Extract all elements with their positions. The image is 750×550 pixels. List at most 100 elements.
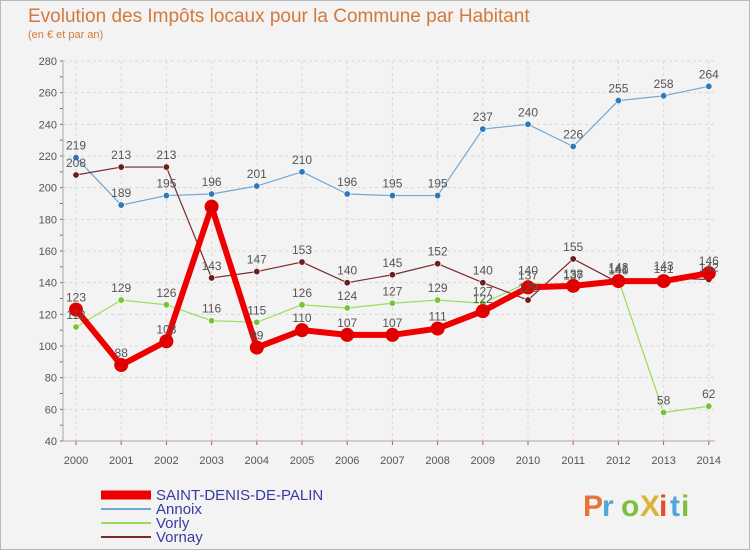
data-label-vorly-2002: 126 bbox=[156, 286, 176, 300]
y-tick-label-40: 40 bbox=[45, 436, 57, 448]
y-tick-label-280: 280 bbox=[39, 56, 57, 68]
data-label-annoix-2012: 255 bbox=[608, 82, 628, 96]
x-tick-label-2008: 2008 bbox=[425, 455, 449, 467]
data-label-annoix-2004: 201 bbox=[247, 167, 267, 181]
y-tick-label-240: 240 bbox=[39, 119, 57, 131]
data-label-saint-denis-de-palin-2000: 123 bbox=[66, 291, 86, 305]
data-label-vorly-2010: 140 bbox=[518, 264, 538, 278]
x-tick-label-2007: 2007 bbox=[380, 455, 404, 467]
data-label-annoix-2006: 196 bbox=[337, 175, 357, 189]
point-vornay-2006 bbox=[343, 279, 351, 287]
data-label-annoix-2003: 196 bbox=[202, 175, 222, 189]
x-tick-label-2001: 2001 bbox=[109, 455, 133, 467]
data-label-saint-denis-de-palin-2008: 111 bbox=[428, 310, 447, 324]
x-tick-label-2011: 2011 bbox=[561, 455, 585, 467]
data-label-saint-denis-de-palin-2007: 107 bbox=[382, 316, 402, 330]
data-label-vorly-2012: 142 bbox=[608, 261, 628, 275]
data-label-vorly-2008: 129 bbox=[428, 281, 448, 295]
point-vornay-2009 bbox=[479, 279, 487, 287]
data-label-saint-denis-de-palin-2010: 137 bbox=[518, 268, 538, 282]
data-label-vornay-2011: 155 bbox=[563, 240, 583, 254]
data-label-saint-denis-de-palin-2011: 138 bbox=[563, 267, 583, 281]
point-vornay-2005 bbox=[298, 258, 306, 266]
y-tick-label-60: 60 bbox=[45, 404, 57, 416]
y-tick-label-80: 80 bbox=[45, 373, 57, 385]
point-saint-denis-de-palin-2009 bbox=[475, 304, 490, 319]
point-saint-denis-de-palin-2008 bbox=[430, 321, 445, 336]
data-label-saint-denis-de-palin-2013: 141 bbox=[654, 262, 674, 276]
point-annoix-2014 bbox=[705, 82, 713, 90]
data-label-vornay-2002: 213 bbox=[156, 148, 176, 162]
data-label-vornay-2009: 140 bbox=[473, 264, 493, 278]
point-saint-denis-de-palin-2006 bbox=[340, 327, 355, 342]
point-saint-denis-de-palin-2012 bbox=[611, 274, 626, 289]
point-saint-denis-de-palin-2014 bbox=[701, 266, 716, 281]
x-tick-label-2012: 2012 bbox=[606, 455, 630, 467]
chart-title: Evolution des Impôts locaux pour la Comm… bbox=[28, 6, 530, 27]
data-label-saint-denis-de-palin-2012: 141 bbox=[608, 262, 628, 276]
data-label-vornay-2014: 142 bbox=[699, 261, 719, 275]
proxiti-logo: Pr o Xi t i bbox=[583, 490, 689, 523]
data-label-vorly-2000: 112 bbox=[66, 308, 85, 322]
axes-layer: 40 60 80 100 120 140 160 180 200 220 240 260 280 2000… bbox=[39, 56, 721, 467]
data-label-annoix-2007: 195 bbox=[382, 177, 402, 191]
point-annoix-2000 bbox=[72, 154, 80, 162]
point-annoix-2004 bbox=[253, 182, 261, 190]
point-annoix-2002 bbox=[162, 192, 170, 200]
data-label-saint-denis-de-palin-2004: 99 bbox=[250, 329, 264, 343]
point-saint-denis-de-palin-2001 bbox=[114, 358, 129, 372]
logo-letter: i bbox=[659, 490, 667, 523]
y-tick-label-180: 180 bbox=[39, 214, 57, 226]
logo-letter: P bbox=[583, 490, 603, 523]
point-vornay-2003 bbox=[208, 274, 216, 282]
point-saint-denis-de-palin-2000 bbox=[69, 302, 83, 317]
point-saint-denis-de-palin-2003 bbox=[204, 199, 219, 214]
x-tick-label-2010: 2010 bbox=[516, 455, 540, 467]
point-vorly-2006 bbox=[343, 304, 351, 312]
data-label-annoix-2010: 240 bbox=[518, 105, 538, 119]
point-vornay-2002 bbox=[162, 163, 170, 171]
point-vorly-2003 bbox=[208, 317, 216, 325]
data-label-vorly-2006: 124 bbox=[337, 289, 357, 303]
data-label-vorly-2011: 137 bbox=[563, 268, 583, 282]
data-label-saint-denis-de-palin-2014: 146 bbox=[699, 254, 719, 268]
data-label-vorly-2014: 62 bbox=[702, 387, 716, 401]
x-tick-label-2006: 2006 bbox=[335, 455, 359, 467]
point-vorly-2014 bbox=[705, 402, 713, 410]
point-vornay-2008 bbox=[434, 260, 442, 268]
point-vornay-2011 bbox=[569, 255, 577, 263]
data-label-vornay-2001: 213 bbox=[111, 148, 131, 162]
data-label-saint-denis-de-palin-2002: 103 bbox=[156, 322, 176, 336]
chart-subtitle: (en € et par an) bbox=[28, 29, 104, 41]
grid-layer bbox=[63, 60, 715, 442]
point-annoix-2013 bbox=[660, 92, 668, 100]
data-label-saint-denis-de-palin-2001: 88 bbox=[115, 346, 129, 360]
data-label-annoix-2001: 189 bbox=[111, 186, 131, 200]
legend-label-saint-denis-de-palin: SAINT-DENIS-DE-PALIN bbox=[156, 487, 323, 504]
data-label-annoix-2008: 195 bbox=[428, 177, 448, 191]
point-annoix-2010 bbox=[524, 120, 532, 128]
data-label-vornay-2013: 143 bbox=[654, 259, 674, 273]
point-vornay-2001 bbox=[117, 163, 125, 171]
point-vorly-2000 bbox=[72, 323, 80, 331]
point-annoix-2008 bbox=[434, 192, 442, 200]
data-label-vornay-2004: 147 bbox=[247, 253, 267, 267]
y-tick-label-220: 220 bbox=[39, 151, 57, 163]
data-label-vornay-2003: 143 bbox=[202, 259, 222, 273]
data-label-annoix-2013: 258 bbox=[654, 77, 674, 91]
point-annoix-2006 bbox=[343, 190, 351, 198]
point-vornay-2000 bbox=[72, 171, 80, 179]
logo-letter: i bbox=[681, 490, 689, 523]
data-label-vornay-2008: 152 bbox=[428, 245, 448, 259]
logo-letter: X bbox=[640, 490, 660, 523]
point-annoix-2007 bbox=[388, 192, 396, 200]
point-vornay-2010 bbox=[524, 296, 532, 304]
data-label-vorly-2003: 116 bbox=[202, 302, 221, 316]
legend-label-annoix: Annoix bbox=[156, 501, 202, 518]
series-layer bbox=[69, 82, 716, 416]
y-tick-label-200: 200 bbox=[39, 183, 57, 195]
data-label-vornay-2010: 129 bbox=[518, 281, 538, 295]
y-tick-label-160: 160 bbox=[39, 246, 57, 258]
